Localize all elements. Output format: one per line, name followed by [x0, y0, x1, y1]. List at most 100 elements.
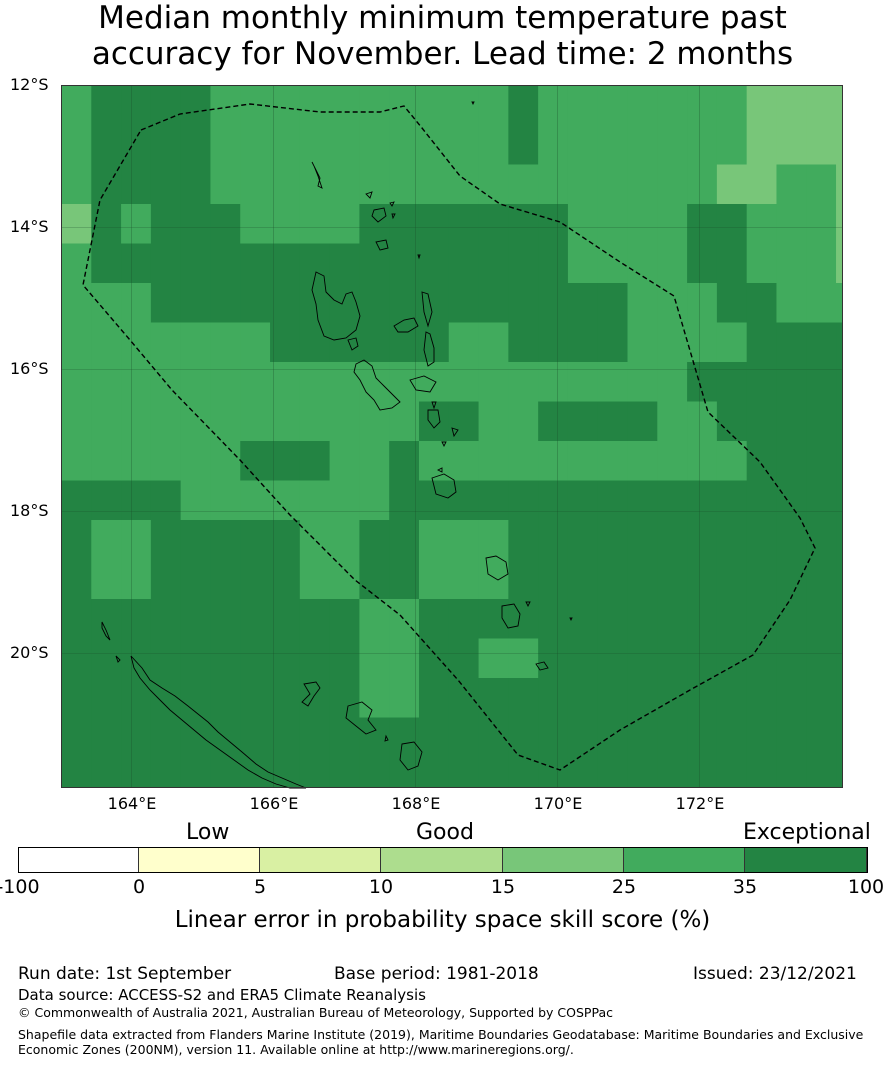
- coast-nguna: [436, 467, 443, 473]
- skill-cell: [597, 85, 629, 126]
- skill-cell: [538, 717, 569, 758]
- skill-cell: [270, 243, 301, 284]
- coast-epi: [427, 409, 441, 429]
- skill-cell: [270, 204, 301, 244]
- skill-cell: [508, 441, 539, 481]
- coast-efate: [431, 473, 457, 499]
- skill-cell: [329, 599, 360, 639]
- lat-label-18s: 18°S: [10, 501, 49, 520]
- skill-cell: [91, 362, 122, 402]
- skill-cell: [240, 480, 271, 521]
- skill-cell: [270, 164, 301, 205]
- skill-cell: [389, 757, 420, 788]
- skill-cell: [746, 520, 777, 560]
- skill-cell: [478, 480, 509, 521]
- skill-cell: [657, 322, 688, 363]
- skill-cell: [776, 243, 807, 284]
- skill-cell: [448, 362, 480, 402]
- skill-cell: [270, 559, 301, 600]
- skill-cell: [210, 599, 241, 639]
- coast-tanna: [501, 603, 521, 629]
- skill-cell: [91, 520, 122, 560]
- skill-cell: [418, 362, 450, 402]
- skill-cell: [448, 164, 480, 205]
- skill-cell: [687, 85, 718, 126]
- skill-cell: [657, 638, 688, 679]
- skill-cell: [448, 441, 480, 481]
- skill-cell: [746, 401, 777, 442]
- skill-cell: [329, 441, 360, 481]
- skill-cell: [776, 441, 807, 481]
- skill-cell: [746, 362, 777, 402]
- skill-cell: [806, 204, 837, 244]
- colorbar-tick: 10: [368, 876, 394, 898]
- skill-grid-cells: [61, 85, 843, 788]
- skill-cell: [150, 401, 182, 442]
- skill-cell: [329, 85, 360, 126]
- skill-cell: [746, 599, 777, 639]
- colorbar-segment: [624, 847, 745, 873]
- lon-label-164e: 164°E: [107, 794, 157, 813]
- skill-cell: [597, 599, 629, 639]
- skill-cell: [180, 441, 211, 481]
- copyright: © Commonwealth of Australia 2021, Austra…: [18, 1005, 613, 1020]
- skill-cell: [418, 638, 450, 679]
- colorbar-segment: [139, 847, 260, 873]
- skill-cell: [240, 283, 271, 323]
- skill-cell: [836, 638, 843, 679]
- skill-cell: [91, 283, 122, 323]
- data-source: Data source: ACCESS-S2 and ERA5 Climate …: [18, 986, 426, 1004]
- skill-cell: [806, 125, 837, 165]
- skill-cell: [716, 480, 748, 521]
- skill-cell: [418, 757, 450, 788]
- skill-cell: [806, 322, 837, 363]
- skill-cell: [91, 125, 122, 165]
- skill-cell: [508, 85, 539, 126]
- skill-cell: [389, 441, 420, 481]
- skill-cell: [657, 757, 688, 788]
- skill-cell: [329, 322, 360, 363]
- eez-boundary: [82, 103, 816, 771]
- skill-cell: [121, 599, 152, 639]
- lat-label-20s: 20°S: [10, 643, 49, 662]
- skill-cell: [389, 678, 420, 718]
- skill-cell: [538, 322, 569, 363]
- coast-small-1: [389, 201, 395, 207]
- skill-cell: [240, 401, 271, 442]
- skill-cell: [597, 480, 629, 521]
- skill-cell: [329, 757, 360, 788]
- skill-cell: [776, 204, 807, 244]
- skill-cell: [180, 85, 211, 126]
- skill-cell: [627, 401, 658, 442]
- skill-cell: [329, 678, 360, 718]
- skill-cell: [627, 322, 658, 363]
- skill-cell: [150, 757, 182, 788]
- colorbar-segment: [503, 847, 624, 873]
- skill-cell: [508, 599, 539, 639]
- skill-cell: [597, 559, 629, 600]
- skill-cell: [61, 243, 92, 284]
- skill-cell: [508, 757, 539, 788]
- skill-cell: [359, 401, 390, 442]
- coast-shepherds-2: [441, 441, 447, 448]
- skill-cell: [270, 480, 301, 521]
- skill-cell: [836, 717, 843, 758]
- skill-cell: [836, 480, 843, 521]
- colorbar-tick: 5: [253, 876, 267, 898]
- skill-cell: [329, 125, 360, 165]
- skill-cell: [61, 480, 92, 521]
- skill-cell: [806, 717, 837, 758]
- skill-cell: [389, 520, 420, 560]
- skill-cell: [240, 362, 271, 402]
- colorbar-title: Linear error in probability space skill …: [174, 907, 711, 933]
- skill-cell: [746, 678, 777, 718]
- skill-cell: [478, 125, 509, 165]
- coast-maewo: [421, 291, 433, 328]
- skill-cell: [61, 638, 92, 679]
- colorbar-tick: 35: [732, 876, 758, 898]
- skill-cell: [180, 717, 211, 758]
- skill-cell: [389, 164, 420, 205]
- skill-cell: [836, 678, 843, 718]
- skill-cell: [836, 125, 843, 165]
- skill-cell: [329, 480, 360, 521]
